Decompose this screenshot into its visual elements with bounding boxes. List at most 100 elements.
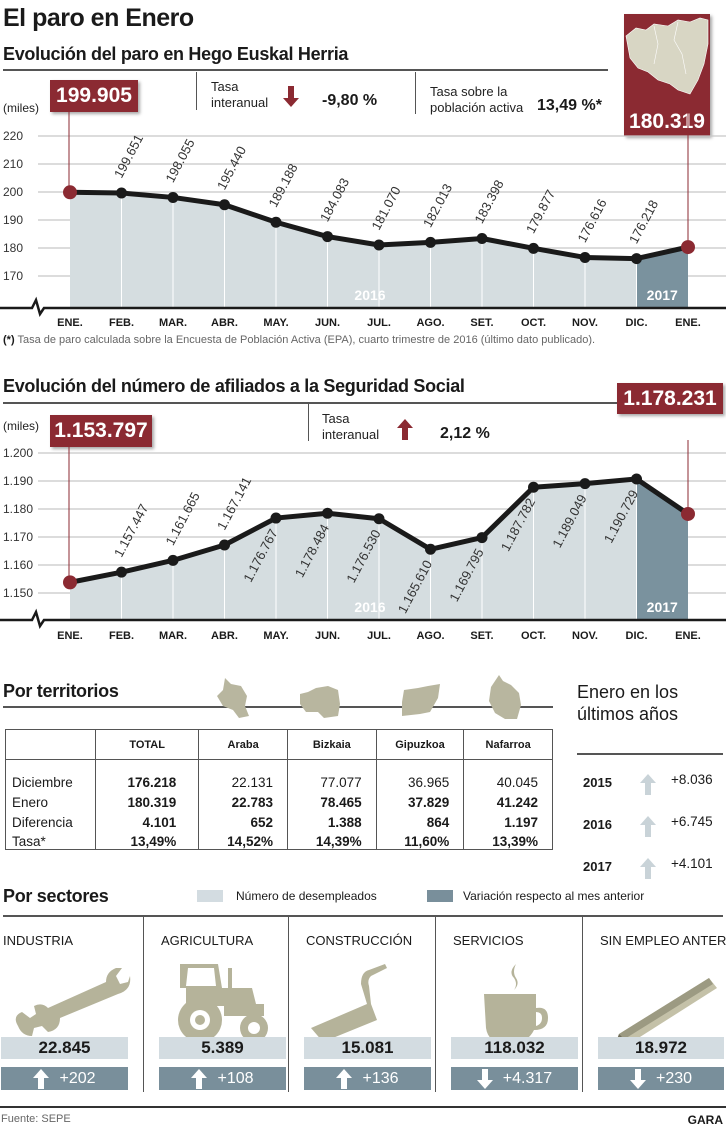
table-cell: 864: [375, 809, 464, 830]
data-label: 176.616: [574, 196, 609, 245]
table-cell: 13,49%: [94, 829, 199, 850]
x-tick-label: DIC.: [626, 317, 648, 329]
variation-value: +202: [59, 1069, 96, 1087]
column-header: Gipuzkoa: [375, 729, 464, 760]
table-cell: 652: [198, 809, 288, 830]
data-point: [579, 251, 591, 263]
sector-name: INDUSTRIA: [3, 933, 74, 948]
divider: [3, 69, 608, 71]
end-value-callout: 180.319: [629, 110, 705, 133]
data-label: 179.877: [523, 187, 558, 236]
column-header: Nafarroa: [463, 729, 553, 760]
area-2017: [636, 478, 688, 620]
column-header: Araba: [198, 729, 288, 760]
bizkaia-map-icon: [300, 686, 340, 718]
area-2017: [636, 247, 688, 308]
row-label: Tasa*: [12, 834, 46, 849]
y-tick-label: 180: [3, 241, 23, 255]
sector-value: 15.081: [304, 1037, 431, 1059]
territorios-title: Por territorios: [3, 681, 119, 701]
data-point: [167, 554, 179, 566]
x-axis: [0, 296, 726, 317]
y-tick-label: 1.180: [3, 502, 33, 516]
data-label: 195.440: [214, 144, 249, 193]
x-tick-label: JUN.: [315, 630, 340, 642]
tasa-interanual-value: -9,80 %: [322, 92, 378, 109]
y-tick-label: 1.200: [3, 446, 33, 460]
start-value-callout: 1.153.797: [50, 415, 152, 447]
column-header: Bizkaia: [286, 729, 377, 760]
year-label: 2016: [583, 817, 612, 832]
tasa-poblacion-label: Tasa sobre la población activa: [430, 84, 524, 115]
arrow-up-icon: [640, 774, 656, 795]
year-value: +6.745: [671, 814, 713, 829]
data-point: [167, 191, 179, 203]
table-cell: 77.077: [286, 759, 377, 790]
afiliados-chart: 1.200 1.190 1.180 1.170 1.160 1.150 ENE. 1.157.…: [0, 440, 726, 642]
brand-logo: GARA: [687, 1113, 723, 1127]
data-point: [528, 481, 539, 493]
table-cell: 1.388: [286, 809, 377, 830]
arrow-up-icon: [191, 1068, 208, 1089]
y-tick-label: 190: [3, 213, 23, 227]
x-tick-label: JUN.: [315, 317, 340, 329]
period-label-2016: 2016: [354, 599, 385, 615]
table-cell: 41.242: [463, 789, 553, 810]
x-tick-label: FEB.: [109, 630, 134, 642]
sector-name: AGRICULTURA: [161, 933, 254, 948]
table-row: Diciembre 176.218 22.131 77.077 36.965 40.045: [6, 759, 553, 790]
y-tick-label: 1.190: [3, 474, 33, 488]
x-tick-label: NOV.: [572, 630, 598, 642]
y-tick-label: 220: [3, 129, 23, 143]
data-point: [631, 253, 642, 265]
data-label: 199.651: [111, 132, 146, 181]
tasa-poblacion-value: 13,49 %*: [537, 97, 602, 114]
table-row: Tasa* 13,49% 14,52% 14,39% 11,60% 13,39%: [6, 829, 553, 850]
table-cell: 14,52%: [198, 829, 288, 850]
data-label: 189.188: [265, 161, 300, 210]
legend-label: Variación respecto al mes anterior: [463, 889, 645, 903]
sector-variation: +230: [598, 1067, 724, 1090]
sector-variation: +108: [159, 1067, 286, 1090]
data-label: 181.070: [368, 184, 403, 233]
arrow-down-icon: [283, 86, 299, 107]
arrow-up-icon: [33, 1068, 50, 1089]
data-label: 182.013: [420, 181, 455, 230]
x-tick-label: SET.: [470, 317, 493, 329]
data-label: 183.398: [471, 177, 506, 226]
divider: [435, 916, 436, 1092]
table-cell: 4.101: [94, 809, 199, 830]
sector-value: 18.972: [598, 1037, 724, 1059]
period-label-2017: 2017: [647, 287, 678, 303]
arrow-up-icon: [640, 816, 656, 837]
araba-map-icon: [217, 678, 249, 718]
tractor-icon: [178, 964, 268, 1042]
table-row: Enero 180.319 22.783 78.465 37.829 41.242: [6, 789, 553, 810]
tasa-interanual-label: Tasa interanual: [211, 79, 269, 110]
wrench-icon: [15, 968, 131, 1036]
afiliados-subtitle: Evolución del número de afiliados a la S…: [3, 376, 465, 396]
arrow-down-icon: [629, 1068, 646, 1089]
divider: [577, 753, 723, 755]
variation-value: +4.317: [502, 1069, 553, 1087]
sector-name: CONSTRUCCIÓN: [306, 933, 413, 948]
period-label-2017: 2017: [647, 599, 678, 615]
data-point: [270, 512, 282, 524]
period-label-2016: 2016: [354, 287, 385, 303]
data-label: 176.218: [626, 197, 661, 246]
divider: [582, 916, 583, 1092]
data-label: 1.161.665: [162, 490, 202, 548]
x-tick-label: ABR.: [211, 630, 238, 642]
sectores-title: Por sectores: [3, 886, 109, 906]
y-tick-label: 1.170: [3, 530, 33, 544]
table-cell: 13,39%: [463, 829, 553, 850]
ultimos-title: Enero en los últimos años: [577, 682, 679, 724]
variation-value: +108: [217, 1069, 254, 1087]
x-tick-label: ENE.: [675, 317, 701, 329]
paro-chart: 220 210 200 190 180 170 ENE. 199.651 FEB. 198.055…: [0, 110, 726, 329]
sector-variation: +4.317: [451, 1067, 578, 1090]
variation-value: +136: [362, 1069, 399, 1087]
arrow-up-icon: [336, 1068, 353, 1089]
legend-swatch: [427, 890, 453, 902]
data-point: [373, 239, 385, 251]
